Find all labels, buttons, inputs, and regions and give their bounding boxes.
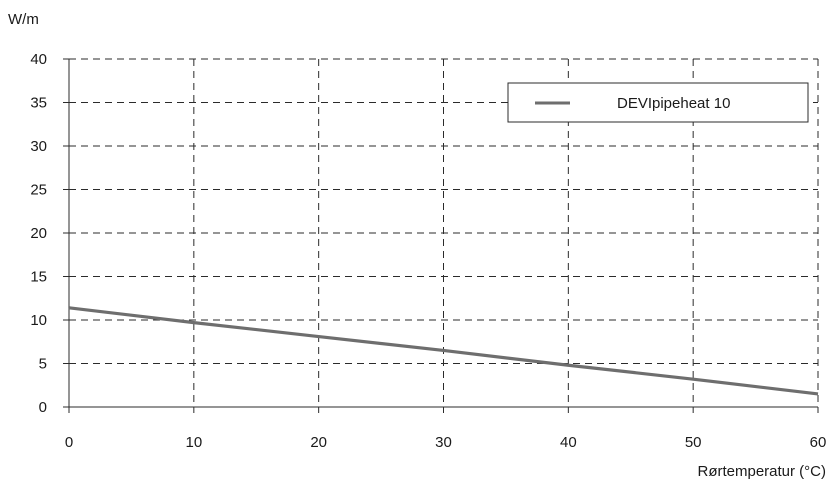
- x-tick-label: 30: [435, 434, 452, 451]
- x-tick-label: 40: [560, 434, 577, 451]
- series-line-0: [68, 306, 819, 396]
- y-tick-label: 15: [30, 269, 47, 286]
- x-tick-label: 20: [310, 434, 327, 451]
- x-tick-label: 50: [685, 434, 702, 451]
- x-tick-label: 60: [810, 434, 827, 451]
- axes: [63, 58, 819, 413]
- y-tick-labels: 0 5 10 15 20 25 30 35 40: [30, 51, 47, 416]
- y-axis-label: W/m: [8, 11, 39, 28]
- y-tick-label: 5: [39, 356, 47, 373]
- y-tick-label: 35: [30, 95, 47, 112]
- y-tick-label: 30: [30, 138, 47, 155]
- x-tick-label: 0: [65, 434, 73, 451]
- x-axis-label: Rørtemperatur (°C): [697, 463, 826, 480]
- series-group: [68, 306, 819, 396]
- legend-label: DEVIpipeheat 10: [617, 95, 730, 112]
- y-tick-label: 0: [39, 399, 47, 416]
- legend: DEVIpipeheat 10: [507, 82, 809, 123]
- y-tick-label: 25: [30, 182, 47, 199]
- y-tick-label: 40: [30, 51, 47, 68]
- x-tick-label: 10: [185, 434, 202, 451]
- y-tick-label: 10: [30, 312, 47, 329]
- x-tick-labels: 0 10 20 30 40 50 60: [65, 434, 827, 451]
- y-tick-label: 20: [30, 225, 47, 242]
